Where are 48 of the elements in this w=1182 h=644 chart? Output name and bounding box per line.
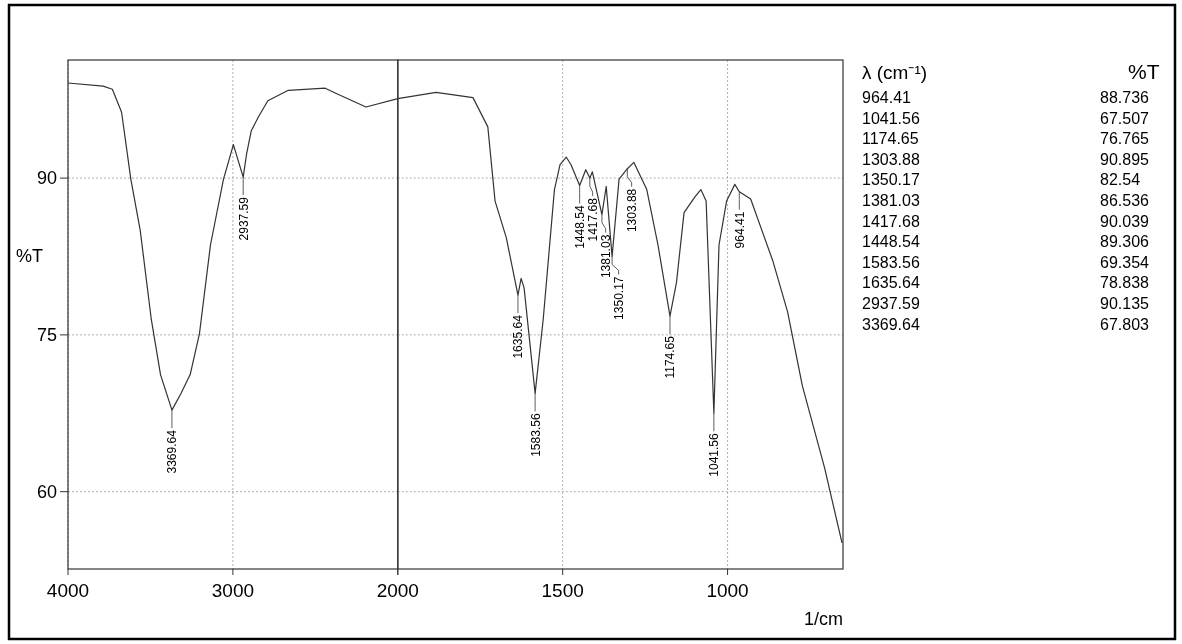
- x-tick-label: 4000: [46, 580, 90, 601]
- x-tick-label: 2000: [376, 580, 419, 601]
- category-label: 1350.17: [862, 171, 920, 189]
- y-tick-label: 60: [36, 481, 57, 502]
- data-label: 86.536: [1100, 192, 1150, 209]
- annotation: 964.41: [732, 211, 747, 249]
- y-tick-label: 75: [36, 324, 57, 345]
- annotation: 1635.64: [511, 314, 526, 359]
- y-tick-label: 90: [36, 168, 57, 189]
- category-label: 1635.64: [862, 274, 920, 292]
- category-label: 1583.56: [862, 253, 920, 271]
- annotation: 1174.65: [663, 335, 678, 379]
- category-label: 1174.65: [862, 130, 919, 148]
- data-label: 90.039: [1100, 212, 1150, 230]
- annotation: 1041.56: [707, 432, 722, 477]
- data-label: 90.895: [1100, 150, 1150, 168]
- data-label: 78.838: [1100, 274, 1150, 292]
- y-axis-title: %T: [16, 246, 43, 267]
- annotation: 1448.54: [573, 205, 588, 249]
- data-label: 67.507: [1100, 109, 1150, 127]
- annotation: 3369.64: [165, 429, 180, 474]
- category-label: 1417.68: [862, 212, 920, 230]
- x-tick-label: 1500: [541, 580, 584, 601]
- data-label: 89.306: [1100, 233, 1150, 251]
- data-label: 76.765: [1100, 130, 1150, 148]
- text: %T: [1128, 60, 1160, 83]
- x-axis-title: 1/cm: [803, 609, 843, 629]
- data-label: 88.736: [1100, 89, 1150, 106]
- data-label: 90.135: [1100, 295, 1150, 312]
- category-label: 1381.03: [862, 192, 920, 209]
- x-tick-label: 1000: [706, 580, 749, 601]
- data-label: 82.54: [1100, 171, 1141, 189]
- category-label: 3369.64: [862, 315, 920, 333]
- category-label: 1448.54: [862, 233, 920, 251]
- data-label: 69.354: [1100, 253, 1150, 271]
- category-label: 1303.88: [862, 150, 920, 168]
- annotation: 2937.59: [236, 196, 251, 241]
- category-label: 1041.56: [862, 109, 920, 127]
- annotation: 1417.68: [586, 197, 601, 242]
- annotation: 1350.17: [612, 276, 627, 320]
- x-tick-label: 3000: [211, 580, 255, 601]
- category-label: 964.41: [862, 89, 912, 106]
- data-label: 67.803: [1100, 315, 1150, 333]
- annotation: 1381.03: [599, 234, 614, 279]
- category-label: 2937.59: [862, 295, 920, 312]
- text: λ (cm⁻¹): [862, 62, 928, 83]
- annotation: 1303.88: [625, 188, 640, 233]
- annotation: 1583.56: [528, 413, 543, 457]
